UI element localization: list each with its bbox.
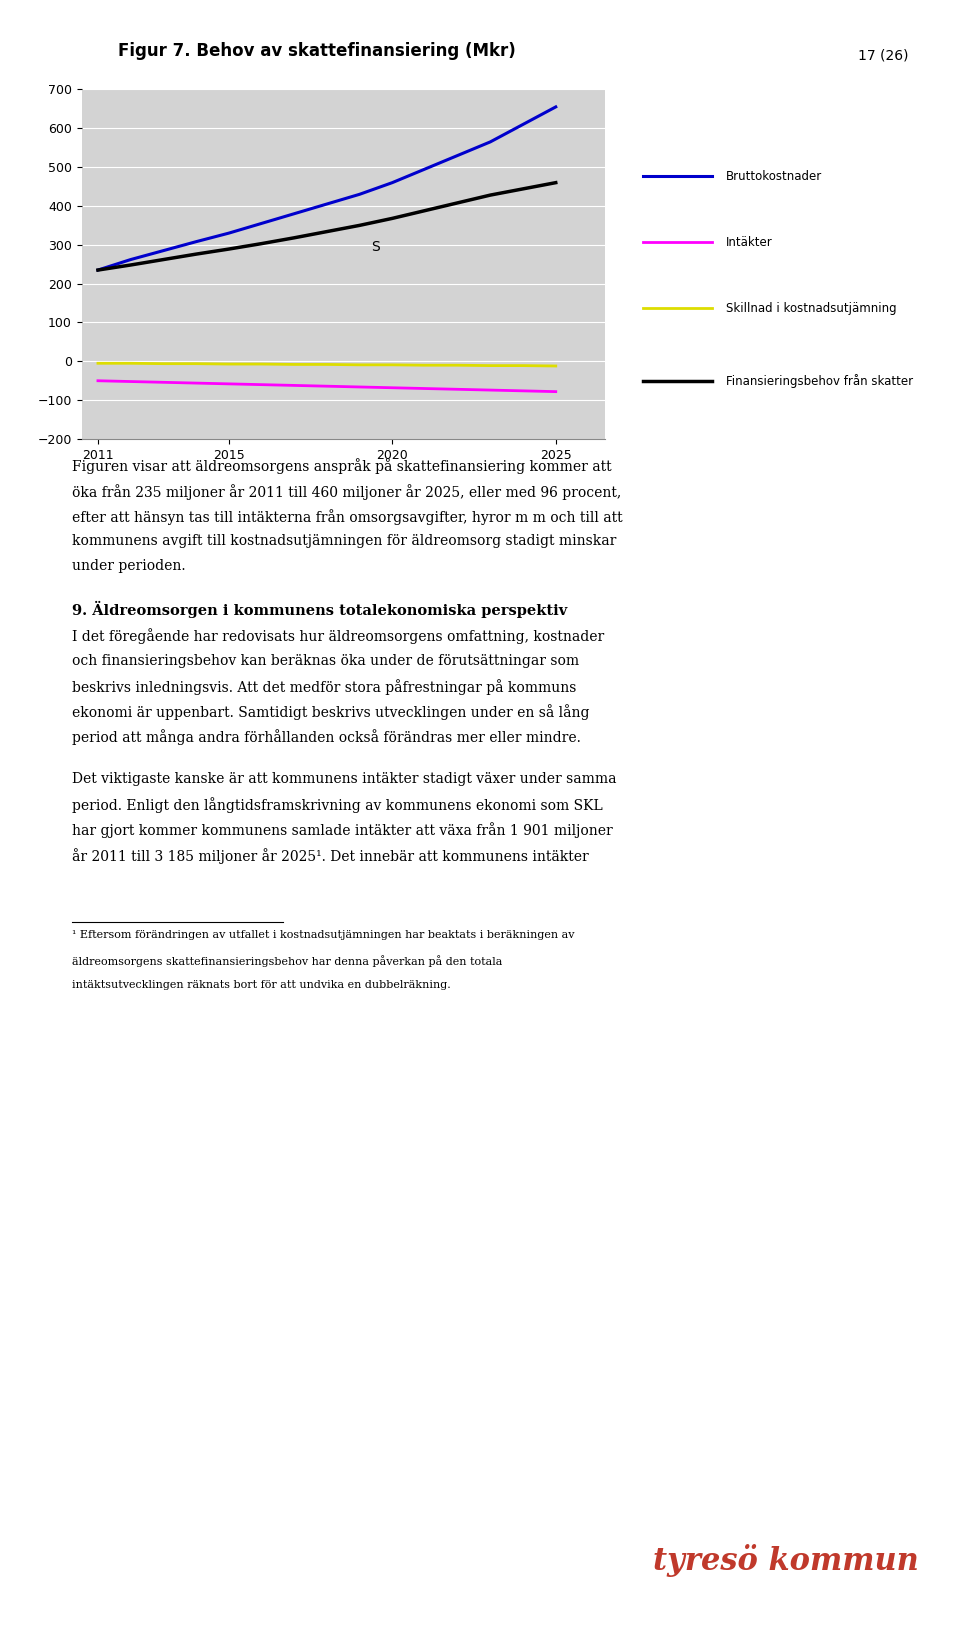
Text: Skillnad i kostnadsutjämning: Skillnad i kostnadsutjämning xyxy=(726,302,897,315)
Text: beskrivs inledningsvis. Att det medför stora påfrestningar på kommuns: beskrivs inledningsvis. Att det medför s… xyxy=(72,678,576,694)
Text: har gjort kommer kommunens samlade intäkter att växa från 1 901 miljoner: har gjort kommer kommunens samlade intäk… xyxy=(72,823,612,839)
Text: tyresö kommun: tyresö kommun xyxy=(653,1545,919,1577)
Text: I det föregående har redovisats hur äldreomsorgens omfattning, kostnader: I det föregående har redovisats hur äldr… xyxy=(72,628,604,644)
Text: efter att hänsyn tas till intäkterna från omsorgsavgifter, hyror m m och till at: efter att hänsyn tas till intäkterna frå… xyxy=(72,509,623,525)
Text: år 2011 till 3 185 miljoner år 2025¹. Det innebär att kommunens intäkter: år 2011 till 3 185 miljoner år 2025¹. De… xyxy=(72,847,588,863)
Text: Figur 7. Behov av skattefinansiering (Mkr): Figur 7. Behov av skattefinansiering (Mk… xyxy=(118,42,516,60)
Text: period att många andra förhållanden också förändras mer eller mindre.: period att många andra förhållanden ocks… xyxy=(72,728,581,745)
Text: ¹ Eftersom förändringen av utfallet i kostnadsutjämningen har beaktats i beräkni: ¹ Eftersom förändringen av utfallet i ko… xyxy=(72,930,574,940)
Text: 9. Äldreomsorgen i kommunens totalekonomiska perspektiv: 9. Äldreomsorgen i kommunens totalekonom… xyxy=(72,600,567,618)
Text: ekonomi är uppenbart. Samtidigt beskrivs utvecklingen under en så lång: ekonomi är uppenbart. Samtidigt beskrivs… xyxy=(72,704,589,720)
Text: under perioden.: under perioden. xyxy=(72,559,185,574)
Text: Intäkter: Intäkter xyxy=(726,236,773,249)
Text: S: S xyxy=(372,239,380,254)
Text: och finansieringsbehov kan beräknas öka under de förutsättningar som: och finansieringsbehov kan beräknas öka … xyxy=(72,654,579,668)
Text: period. Enligt den långtidsframskrivning av kommunens ekonomi som SKL: period. Enligt den långtidsframskrivning… xyxy=(72,797,603,813)
Text: äldreomsorgens skattefinansieringsbehov har denna påverkan på den totala: äldreomsorgens skattefinansieringsbehov … xyxy=(72,954,502,967)
Text: Finansieringsbehov från skatter: Finansieringsbehov från skatter xyxy=(726,374,913,387)
Text: intäktsutvecklingen räknats bort för att undvika en dubbelräkning.: intäktsutvecklingen räknats bort för att… xyxy=(72,980,451,990)
Text: Figuren visar att äldreomsorgens anspråk på skattefinansiering kommer att: Figuren visar att äldreomsorgens anspråk… xyxy=(72,459,612,475)
Text: öka från 235 miljoner år 2011 till 460 miljoner år 2025, eller med 96 procent,: öka från 235 miljoner år 2011 till 460 m… xyxy=(72,485,621,499)
Text: Det viktigaste kanske är att kommunens intäkter stadigt växer under samma: Det viktigaste kanske är att kommunens i… xyxy=(72,772,616,785)
Text: kommunens avgift till kostnadsutjämningen för äldreomsorg stadigt minskar: kommunens avgift till kostnadsutjämninge… xyxy=(72,533,616,548)
Text: Bruttokostnader: Bruttokostnader xyxy=(726,169,823,182)
Text: 17 (26): 17 (26) xyxy=(858,49,908,63)
